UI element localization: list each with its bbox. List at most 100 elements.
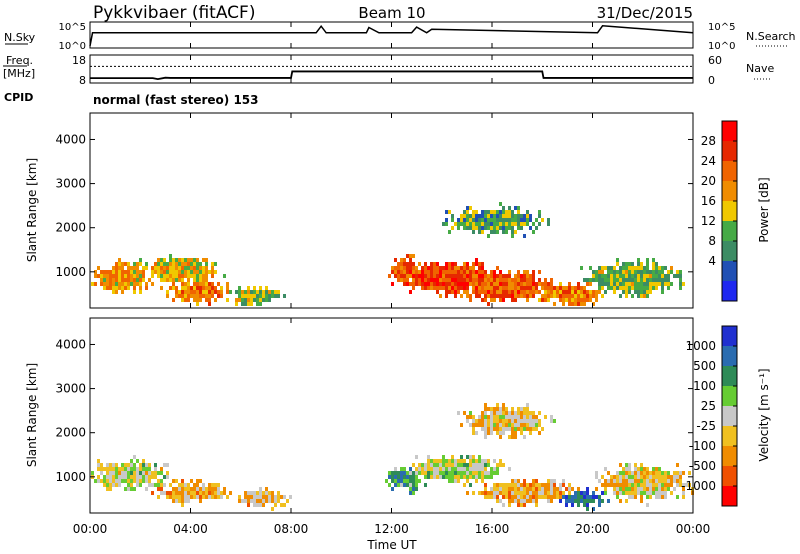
data-cell bbox=[616, 262, 619, 266]
data-cell bbox=[196, 258, 199, 262]
data-cell bbox=[238, 499, 241, 503]
data-cell bbox=[154, 475, 157, 479]
data-cell bbox=[169, 278, 172, 282]
data-cell bbox=[640, 262, 643, 266]
data-cell bbox=[502, 419, 505, 423]
x-tick-label: 12:00 bbox=[374, 522, 409, 536]
data-cell bbox=[583, 495, 586, 499]
data-cell bbox=[193, 491, 196, 495]
data-cell bbox=[508, 218, 511, 222]
data-cell bbox=[493, 471, 496, 475]
data-cell bbox=[448, 286, 451, 290]
data-cell bbox=[160, 479, 163, 483]
data-cell bbox=[577, 302, 580, 306]
data-cell bbox=[256, 302, 259, 306]
data-cell bbox=[205, 286, 208, 290]
data-cell bbox=[661, 282, 664, 286]
data-cell bbox=[130, 483, 133, 487]
data-cell bbox=[115, 467, 118, 471]
data-cell bbox=[556, 286, 559, 290]
data-cell bbox=[667, 479, 670, 483]
data-cell bbox=[433, 266, 436, 270]
data-cell bbox=[235, 302, 238, 306]
data-cell bbox=[199, 499, 202, 503]
data-cell bbox=[187, 294, 190, 298]
data-cell bbox=[424, 270, 427, 274]
data-cell bbox=[406, 475, 409, 479]
data-cell bbox=[565, 503, 568, 507]
data-cell bbox=[100, 479, 103, 483]
data-cell bbox=[667, 278, 670, 282]
data-cell bbox=[466, 278, 469, 282]
data-cell bbox=[157, 495, 160, 499]
data-cell bbox=[490, 407, 493, 411]
data-cell bbox=[106, 471, 109, 475]
data-cell bbox=[529, 274, 532, 278]
data-cell bbox=[124, 467, 127, 471]
data-cell bbox=[502, 282, 505, 286]
data-cell bbox=[196, 479, 199, 483]
data-cell bbox=[538, 491, 541, 495]
data-cell bbox=[187, 495, 190, 499]
data-cell bbox=[502, 491, 505, 495]
data-cell bbox=[484, 270, 487, 274]
data-cell bbox=[196, 483, 199, 487]
data-cell bbox=[172, 499, 175, 503]
data-cell bbox=[499, 298, 502, 302]
data-cell bbox=[259, 290, 262, 294]
data-cell bbox=[517, 487, 520, 491]
data-cell bbox=[454, 222, 457, 226]
data-cell bbox=[196, 491, 199, 495]
data-cell bbox=[499, 407, 502, 411]
data-cell bbox=[655, 487, 658, 491]
data-cell bbox=[151, 471, 154, 475]
data-cell bbox=[649, 290, 652, 294]
data-cell bbox=[493, 214, 496, 218]
data-cell bbox=[160, 270, 163, 274]
data-cell bbox=[109, 475, 112, 479]
data-cell bbox=[478, 230, 481, 234]
data-cell bbox=[604, 483, 607, 487]
data-cell bbox=[463, 463, 466, 467]
data-cell bbox=[676, 475, 679, 479]
data-cell bbox=[172, 495, 175, 499]
data-cell bbox=[472, 455, 475, 459]
data-cell bbox=[508, 222, 511, 226]
data-cell bbox=[637, 294, 640, 298]
data-cell bbox=[664, 491, 667, 495]
data-cell bbox=[529, 499, 532, 503]
data-cell bbox=[517, 483, 520, 487]
data-cell bbox=[277, 491, 280, 495]
data-cell bbox=[478, 467, 481, 471]
data-cell bbox=[472, 467, 475, 471]
data-cell bbox=[391, 479, 394, 483]
data-cell bbox=[682, 491, 685, 495]
data-cell bbox=[505, 286, 508, 290]
data-cell bbox=[514, 230, 517, 234]
data-cell bbox=[139, 274, 142, 278]
data-cell bbox=[397, 278, 400, 282]
data-cell bbox=[643, 266, 646, 270]
data-cell bbox=[490, 431, 493, 435]
data-cell bbox=[181, 479, 184, 483]
data-cell bbox=[673, 479, 676, 483]
data-cell bbox=[535, 290, 538, 294]
data-cell bbox=[580, 286, 583, 290]
data-cell bbox=[682, 487, 685, 491]
data-cell bbox=[526, 282, 529, 286]
data-cell bbox=[571, 302, 574, 306]
data-cell bbox=[208, 495, 211, 499]
data-cell bbox=[460, 214, 463, 218]
data-cell bbox=[634, 491, 637, 495]
data-cell bbox=[166, 290, 169, 294]
data-cell bbox=[520, 487, 523, 491]
data-cell bbox=[514, 298, 517, 302]
data-cell bbox=[463, 226, 466, 230]
data-cell bbox=[244, 294, 247, 298]
data-cell bbox=[625, 290, 628, 294]
data-cell bbox=[652, 262, 655, 266]
data-cell bbox=[634, 286, 637, 290]
data-cell bbox=[634, 475, 637, 479]
data-cell bbox=[208, 294, 211, 298]
data-cell bbox=[511, 483, 514, 487]
